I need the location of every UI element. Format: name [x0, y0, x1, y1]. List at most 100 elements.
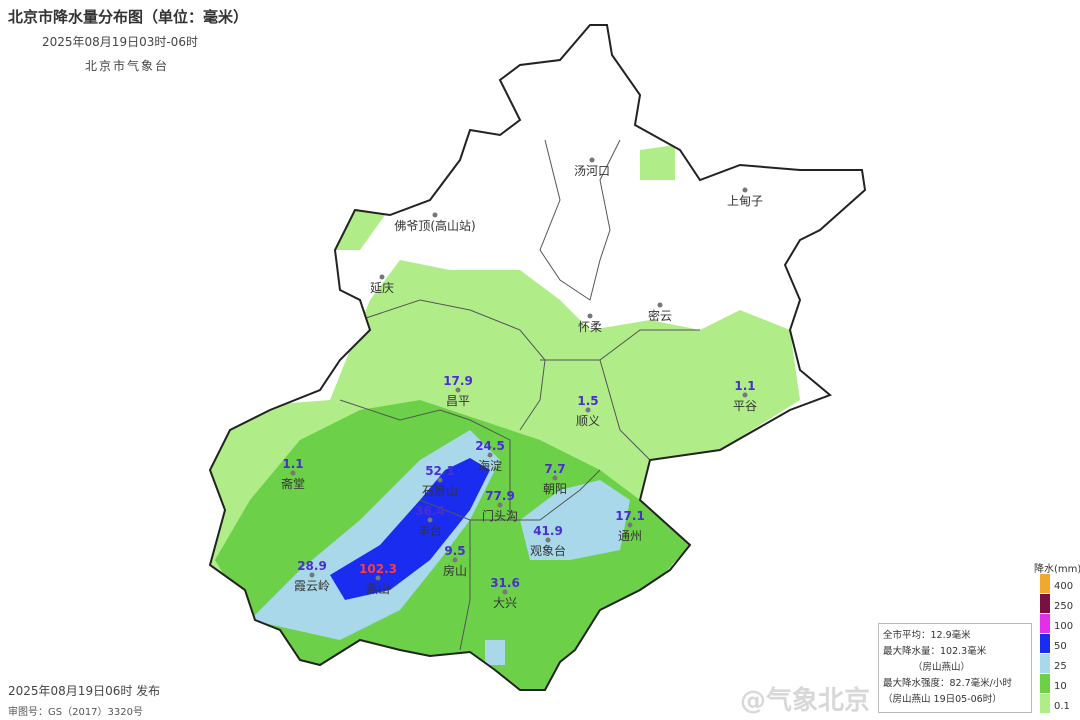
- stats-average: 全市平均：12.9毫米: [883, 630, 971, 641]
- station-16: 观象台 41.9: [530, 524, 566, 558]
- station-name: 燕山: [366, 582, 390, 596]
- station-marker: [290, 470, 296, 476]
- station-value: 17.9: [443, 374, 473, 388]
- station-9: 斋堂 1.1: [281, 457, 305, 491]
- station-15: 通州 17.1: [615, 509, 645, 543]
- legend-label: 10: [1054, 681, 1067, 692]
- stats-box: 全市平均：12.9毫米 最大降水量：102.3毫米 （房山燕山） 最大降水强度：…: [878, 623, 1032, 713]
- district-boundaries: [339, 139, 700, 651]
- legend-swatch: [1040, 654, 1050, 673]
- station-6: 昌平 17.9: [443, 374, 473, 408]
- station-value: 36.4: [415, 504, 445, 518]
- station-name: 门头沟: [482, 508, 518, 523]
- station-7: 顺义 1.5: [576, 394, 600, 428]
- station-marker: [427, 517, 433, 523]
- station-value: 102.3: [359, 562, 397, 576]
- station-name: 密云: [648, 308, 672, 323]
- station-value: 77.9: [485, 489, 515, 503]
- legend-label: 0.1: [1054, 701, 1070, 712]
- station-18: 燕山 102.3: [359, 562, 397, 596]
- station-marker: [502, 589, 508, 595]
- station-value: 9.5: [444, 544, 465, 558]
- station-value: 1.1: [282, 457, 303, 471]
- station-name: 朝阳: [543, 482, 567, 496]
- station-marker: [437, 477, 443, 483]
- station-name: 顺义: [576, 414, 600, 428]
- station-1: 上甸子: [727, 187, 763, 208]
- station-12: 门头沟 77.9: [482, 489, 518, 523]
- legend-swatch: [1040, 614, 1050, 633]
- station-value: 7.7: [544, 462, 565, 476]
- station-14: 朝阳 7.7: [543, 462, 567, 496]
- station-value: 52.1: [425, 464, 455, 478]
- station-name: 海淀: [478, 458, 502, 473]
- publish-time: 2025年08月19日06时 发布: [8, 684, 161, 698]
- station-value: 1.1: [734, 379, 755, 393]
- station-name: 大兴: [493, 596, 517, 610]
- map-title: 北京市降水量分布图（单位：毫米）: [8, 8, 249, 26]
- station-name: 昌平: [446, 394, 470, 408]
- stats-intensity-location: （房山燕山 19日05-06时）: [883, 694, 1002, 705]
- station-name: 上甸子: [727, 194, 763, 208]
- legend-label: 400: [1054, 581, 1074, 592]
- station-marker: [375, 575, 381, 581]
- legend-swatch: [1040, 634, 1050, 653]
- station-name: 霞云岭: [294, 579, 330, 593]
- station-3: 延庆: [370, 274, 394, 295]
- station-13: 丰台 36.4: [415, 504, 445, 538]
- map-approval-number: 审图号：GS（2017）3320号: [8, 707, 143, 718]
- legend-label: 250: [1054, 601, 1074, 612]
- station-marker: [589, 157, 595, 163]
- legend-swatch: [1040, 594, 1050, 613]
- station-17: 霞云岭 28.9: [294, 559, 330, 593]
- legend-label: 50: [1054, 641, 1067, 652]
- stats-max-location: （房山燕山）: [913, 662, 971, 673]
- station-name: 房山: [443, 563, 467, 578]
- station-marker: [657, 302, 663, 308]
- map-agency: 北京市气象台: [85, 59, 170, 73]
- legend-swatch: [1040, 694, 1050, 713]
- station-marker: [587, 313, 593, 319]
- station-marker: [309, 572, 315, 578]
- station-11: 石景山 52.1: [422, 464, 458, 498]
- station-name: 通州: [618, 529, 642, 543]
- station-value: 31.6: [490, 576, 520, 590]
- station-value: 41.9: [533, 524, 563, 538]
- station-4: 怀柔: [578, 313, 602, 334]
- station-name: 观象台: [530, 543, 566, 558]
- station-marker: [552, 475, 558, 481]
- precip-fill: [210, 25, 865, 690]
- stats-max: 最大降水量：102.3毫米: [883, 646, 987, 657]
- station-value: 17.1: [615, 509, 645, 523]
- legend-swatch: [1040, 674, 1050, 693]
- precip-area-50: [330, 458, 490, 600]
- legend-swatch: [1040, 574, 1050, 593]
- station-20: 大兴 31.6: [490, 576, 520, 610]
- station-name: 怀柔: [578, 320, 602, 334]
- station-10: 海淀 24.5: [475, 439, 505, 473]
- legend-label: 100: [1054, 621, 1074, 632]
- station-marker: [432, 212, 438, 218]
- station-name: 斋堂: [281, 476, 305, 491]
- station-name: 延庆: [370, 281, 394, 295]
- station-name: 佛爷顶(高山站): [394, 218, 475, 233]
- station-name: 丰台: [418, 523, 442, 538]
- station-19: 房山 9.5: [443, 544, 467, 578]
- station-marker: [742, 392, 748, 398]
- station-value: 28.9: [297, 559, 327, 573]
- station-marker: [627, 522, 633, 528]
- station-marker: [452, 557, 458, 563]
- station-0: 汤河口: [574, 157, 610, 178]
- station-marker: [455, 387, 461, 393]
- station-marker: [487, 452, 493, 458]
- stats-intensity: 最大降水强度：82.7毫米/小时: [883, 678, 1012, 689]
- watermark: @气象北京: [740, 686, 871, 716]
- station-2: 佛爷顶(高山站): [394, 212, 476, 233]
- station-5: 密云: [648, 302, 672, 323]
- legend-label: 25: [1054, 661, 1067, 672]
- station-value: 1.5: [577, 394, 598, 408]
- station-marker: [379, 274, 385, 280]
- station-marker: [742, 187, 748, 193]
- map-time-range: 2025年08月19日03时-06时: [42, 35, 198, 49]
